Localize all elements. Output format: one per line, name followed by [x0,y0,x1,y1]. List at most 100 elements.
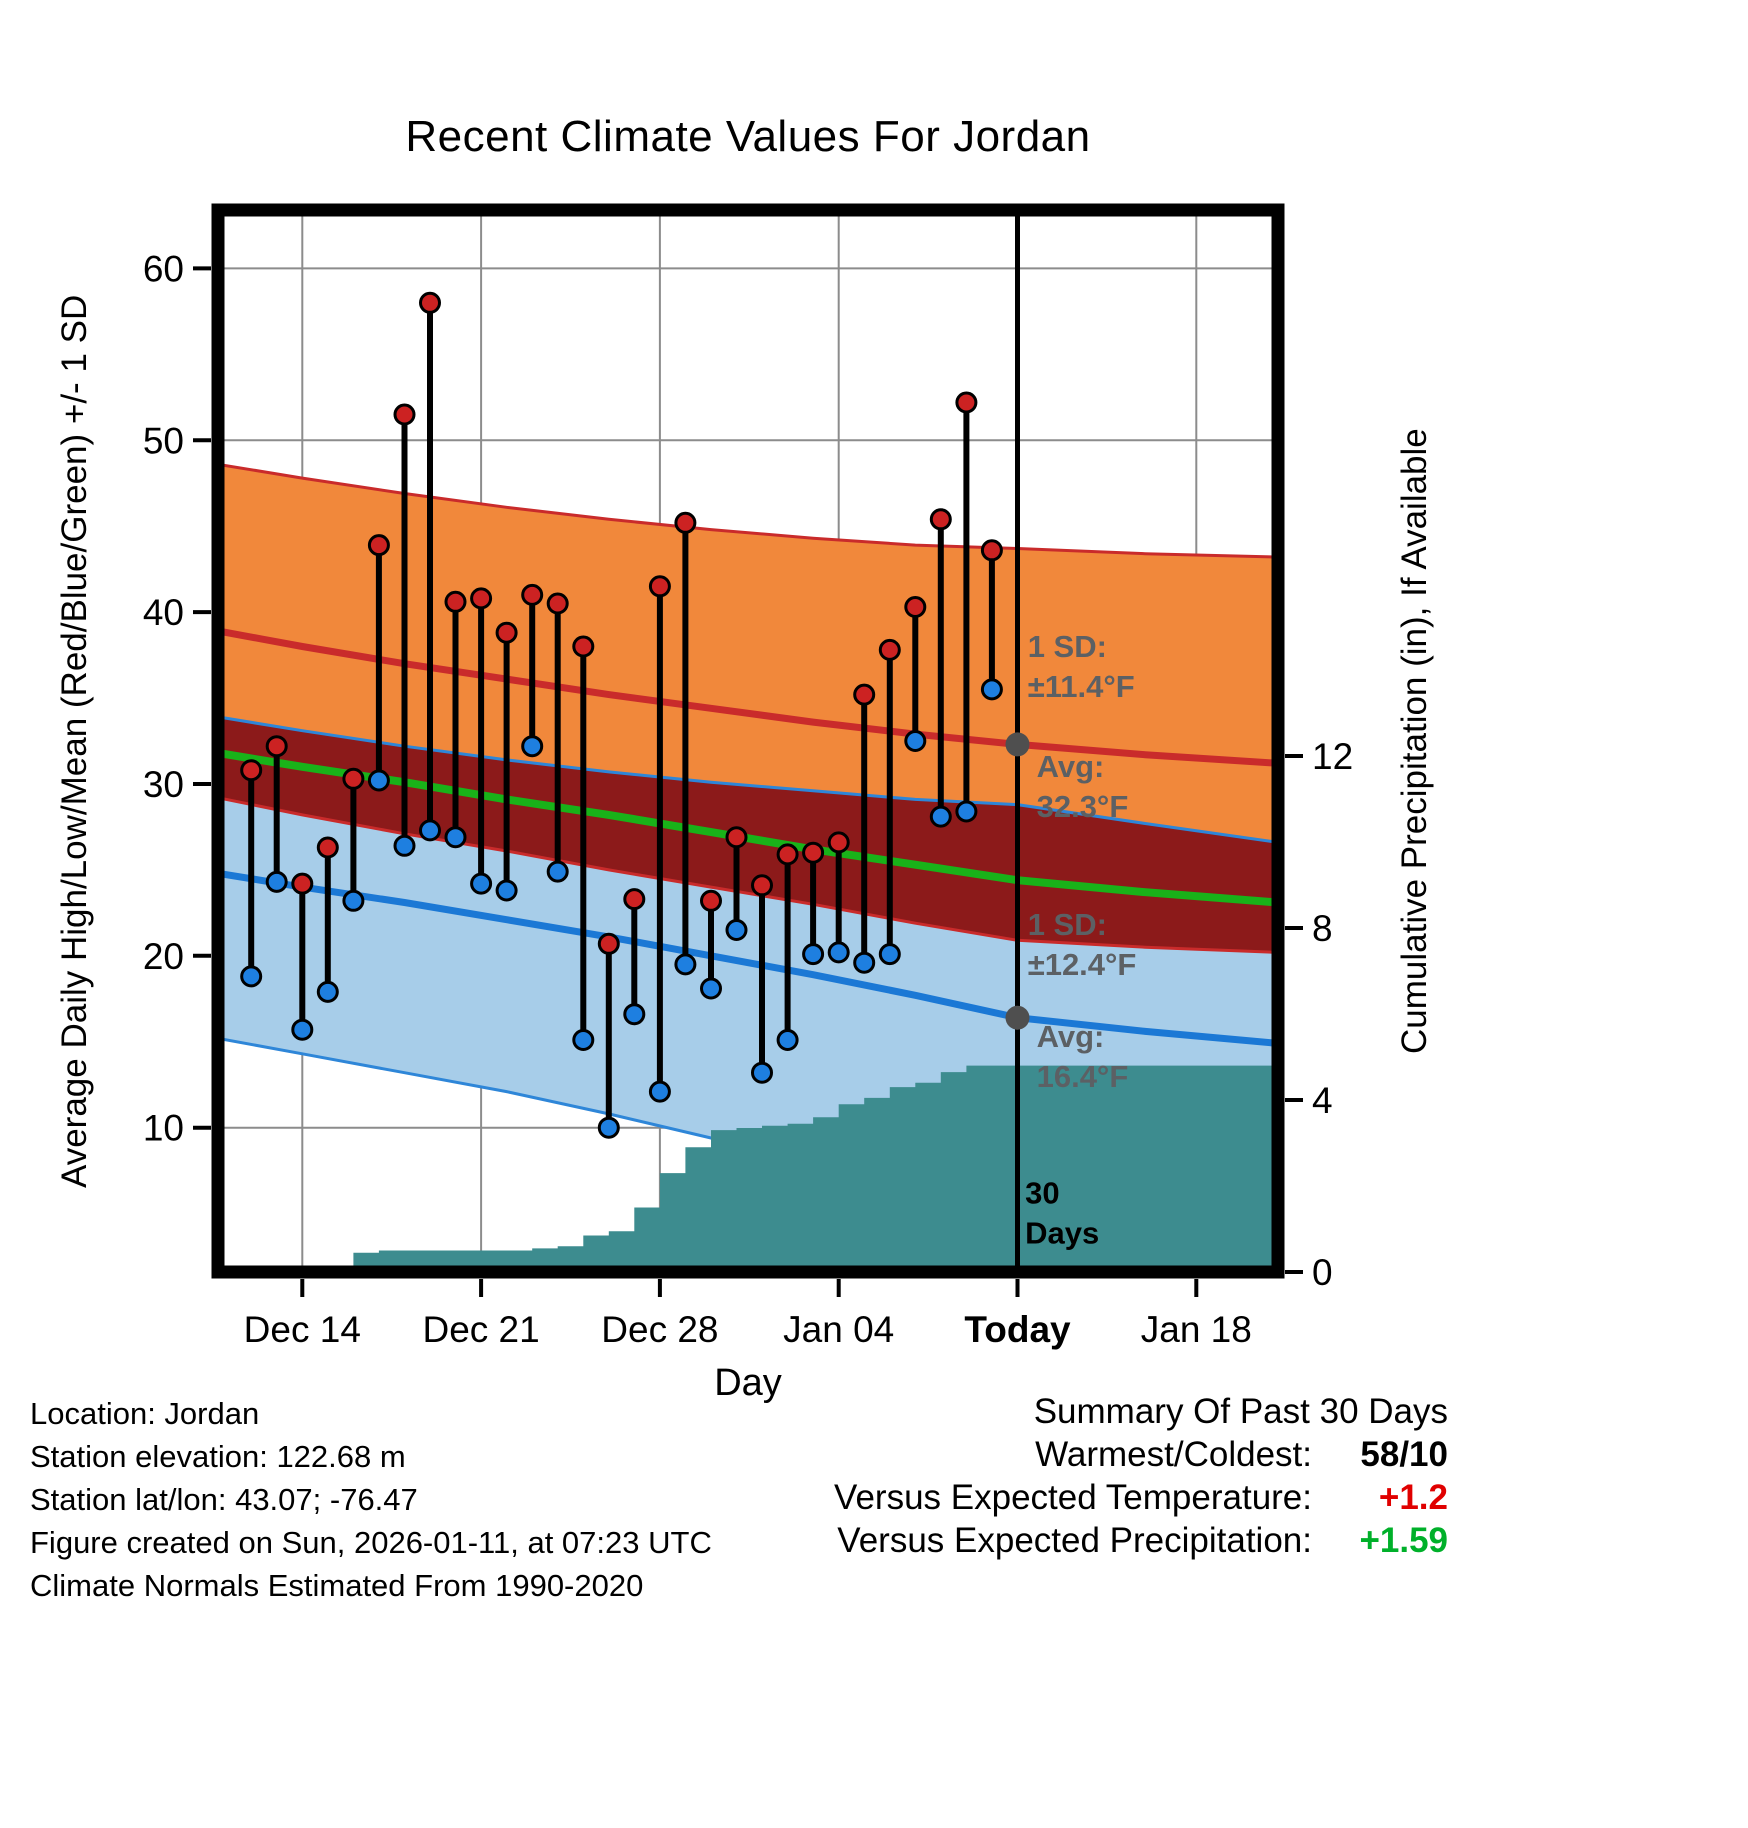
low-dot [623,1003,646,1026]
summary-row-value: +1.59 [1359,1521,1448,1560]
precip-tick-label: 4 [1312,1080,1333,1121]
low-band-upper-edge [218,715,1278,844]
precip-tick-label: 8 [1312,908,1333,949]
summary-row-vs-temperature: Versus Expected Temperature: +1.2 [834,1476,1448,1519]
low-dot [572,1029,595,1051]
right-axis-label: Cumulative Precipitation (in), If Availa… [1395,428,1434,1054]
plot-frame [211,203,1285,1279]
high-band-upper-edge [218,462,1278,559]
date-tick-label: Dec 21 [422,1309,539,1350]
low-dot [955,800,978,823]
high-dot [648,575,671,598]
summary-row-label: Versus Expected Precipitation: [837,1521,1312,1560]
date-tick-label: Today [964,1309,1071,1350]
high-dot [572,635,595,658]
high-dot [597,932,620,955]
low-dot [929,805,952,828]
high-dot [904,596,927,618]
high-dot [546,592,569,615]
high-dot [827,831,850,854]
high-dot [265,735,288,758]
annotation-low-sd: 1 SD: ±12.4°F [1028,907,1137,982]
high-dot [674,511,697,534]
high-dot [623,888,646,911]
low-dot [419,819,441,842]
low-dot [878,943,901,966]
metadata-elevation: Station elevation: 122.68 m [30,1439,406,1474]
date-tick-label: Jan 04 [783,1309,894,1350]
low-dot [674,953,697,976]
low-dot [240,965,263,988]
metadata-normals: Climate Normals Estimated From 1990-2020 [30,1568,644,1603]
low-dot [367,769,390,792]
low-dot [827,941,850,964]
low-dot [495,879,518,902]
high-dot [751,874,773,897]
low-dot [393,834,416,857]
low-dot [470,872,493,895]
high-band-lower-edge [218,796,1278,954]
low-dot [597,1116,620,1139]
annotation-low-avg: Avg: 16.4°F [1037,1019,1129,1094]
x-axis-label: Day [714,1362,782,1404]
high-dot [955,391,978,414]
cumulative-precip-area [218,1065,1278,1272]
temp-tick-label: 20 [143,936,184,977]
precip-tick-label: 0 [1312,1252,1333,1293]
low-dot [265,870,288,893]
low-dot [776,1029,799,1051]
high-avg-line [218,627,1278,767]
temp-tick-label: 60 [143,248,184,289]
temp-tick-label: 50 [143,420,184,461]
high-dot [316,836,339,859]
summary-row-value: +1.2 [1378,1478,1448,1517]
low-dot [444,826,467,849]
temp-tick-label: 40 [143,592,184,633]
high-dot [878,638,901,661]
high-dot [853,683,876,706]
high-dot [367,534,390,557]
summary-row-warmest-coldest: Warmest/Coldest: 58/10 [834,1433,1448,1476]
low-dot [802,943,825,966]
metadata-location: Location: Jordan [30,1396,260,1431]
high-dot [725,826,748,849]
low-dot [546,860,569,883]
temp-tick-label: 10 [143,1108,184,1149]
low-dot [853,951,876,974]
high-dot [495,621,518,644]
annotations: 1 SD: ±11.4°F Avg: 32.3°F 1 SD: ±12.4°F Avg: 16… [1005,629,1137,1250]
summary-row-vs-precipitation: Versus Expected Precipitation: +1.59 [834,1519,1448,1562]
annotation-high-sd: 1 SD: ±11.4°F [1028,629,1135,704]
left-axis-label: Average Daily High/Low/Mean (Red/Blue/Gr… [55,294,94,1188]
temp-tick-label: 30 [143,764,184,805]
low-dot [648,1080,671,1103]
chart-title: Recent Climate Values For Jordan [405,112,1091,161]
low-dot [700,977,722,1000]
summary-row-label: Warmest/Coldest: [1035,1435,1312,1474]
date-tick-label: Jan 18 [1141,1309,1252,1350]
high-dot [444,590,467,613]
avg-marker-dot [1005,1005,1030,1030]
date-tick-label: Dec 28 [601,1309,718,1350]
axis-ticks-and-labels: 10 20 30 40 50 60 0 4 8 12 Dec 14 Dec 21 Dec 28 Jan 0… [143,248,1353,1350]
low-dot [904,730,927,752]
high-dot [240,759,263,782]
metadata-latlon: Station lat/lon: 43.07; -76.47 [30,1482,418,1517]
high-dot [393,403,416,426]
low-dot [316,980,339,1003]
summary-row-value: 58/10 [1360,1435,1448,1474]
daily-observations [240,291,1003,1139]
avg-marker-dot [1005,732,1030,757]
high-dot [291,872,314,895]
low-dot [725,919,748,941]
high-dot [980,539,1003,562]
high-dot [929,508,952,531]
low-dot [521,735,544,758]
high-dot [776,843,799,866]
high-dot [470,587,493,610]
summary-panel: Summary Of Past 30 Days Warmest/Coldest:… [834,1390,1448,1562]
metadata-created: Figure created on Sun, 2026-01-11, at 07… [30,1525,712,1560]
high-dot [521,583,544,606]
